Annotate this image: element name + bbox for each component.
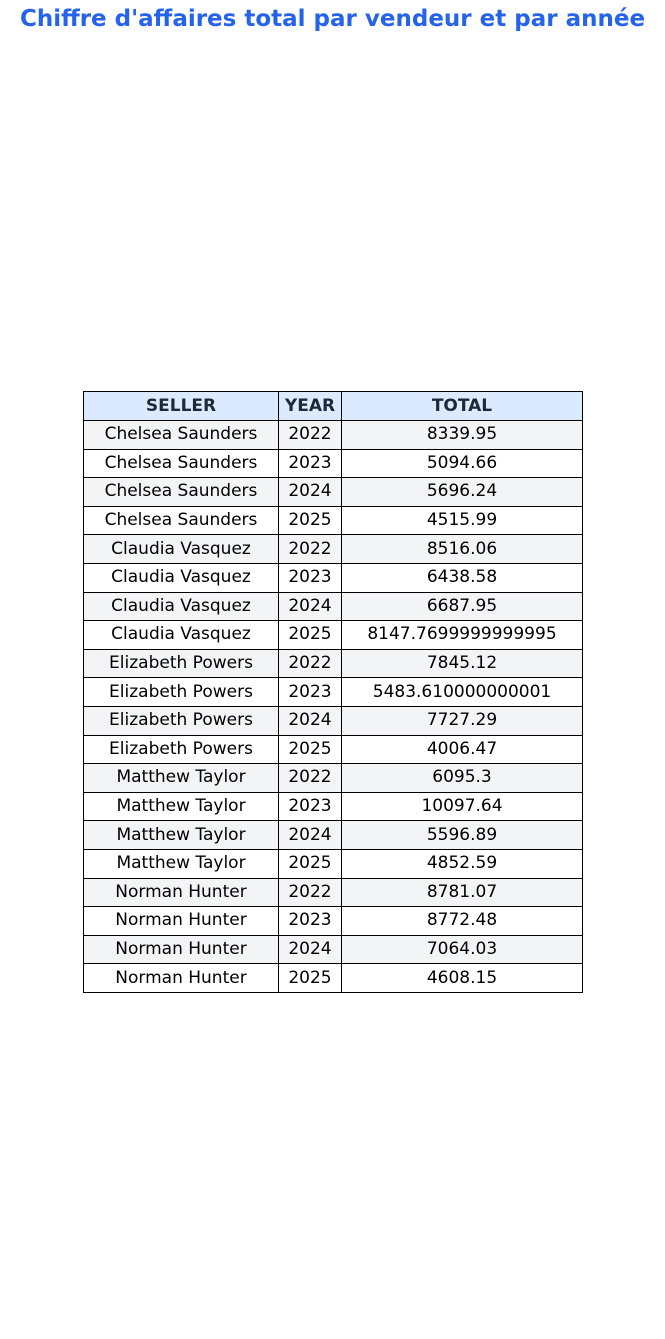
cell-seller: Elizabeth Powers — [83, 677, 279, 707]
table-row: Chelsea Saunders 2023 5094.66 — [83, 448, 583, 479]
table-row: Chelsea Saunders 2025 4515.99 — [83, 505, 583, 536]
cell-seller: Claudia Vasquez — [83, 591, 279, 622]
cell-year: 2022 — [278, 534, 342, 564]
cell-total: 7727.29 — [341, 705, 583, 736]
chart-title: Chiffre d'affaires total par vendeur et … — [19, 6, 646, 32]
table-row: Claudia Vasquez 2025 8147.7699999999995 — [83, 620, 583, 650]
cell-year: 2023 — [278, 906, 342, 936]
data-table: SELLER YEAR TOTAL Chelsea Saunders 2022 83… — [83, 391, 583, 993]
table-row: Elizabeth Powers 2024 7727.29 — [83, 705, 583, 736]
cell-seller: Chelsea Saunders — [83, 420, 279, 450]
table-row: Norman Hunter 2022 8781.07 — [83, 877, 583, 908]
cell-year: 2022 — [278, 648, 342, 679]
cell-total: 8781.07 — [341, 877, 583, 908]
cell-total: 6687.95 — [341, 591, 583, 622]
cell-total: 4515.99 — [341, 505, 583, 536]
cell-total: 6438.58 — [341, 562, 583, 593]
cell-total: 5696.24 — [341, 477, 583, 507]
cell-total: 4006.47 — [341, 734, 583, 765]
table-row: Elizabeth Powers 2022 7845.12 — [83, 648, 583, 679]
cell-year: 2023 — [278, 448, 342, 479]
cell-total: 5483.610000000001 — [341, 677, 583, 707]
column-header-total: TOTAL — [341, 391, 583, 421]
cell-seller: Chelsea Saunders — [83, 448, 279, 479]
cell-total: 4608.15 — [341, 963, 583, 993]
cell-year: 2025 — [278, 963, 342, 993]
cell-seller: Matthew Taylor — [83, 820, 279, 850]
cell-total: 8147.7699999999995 — [341, 620, 583, 650]
cell-seller: Matthew Taylor — [83, 848, 279, 879]
cell-year: 2025 — [278, 620, 342, 650]
cell-year: 2024 — [278, 705, 342, 736]
cell-total: 6095.3 — [341, 763, 583, 793]
table-body: Chelsea Saunders 2022 8339.95 Chelsea Saund… — [83, 420, 583, 993]
cell-seller: Matthew Taylor — [83, 763, 279, 793]
cell-total: 10097.64 — [341, 791, 583, 822]
table-row: Chelsea Saunders 2024 5696.24 — [83, 477, 583, 507]
cell-seller: Norman Hunter — [83, 877, 279, 908]
cell-total: 5596.89 — [341, 820, 583, 850]
table-row: Matthew Taylor 2022 6095.3 — [83, 763, 583, 793]
cell-year: 2024 — [278, 820, 342, 850]
table-row: Claudia Vasquez 2024 6687.95 — [83, 591, 583, 622]
cell-year: 2023 — [278, 677, 342, 707]
cell-seller: Elizabeth Powers — [83, 734, 279, 765]
cell-year: 2023 — [278, 791, 342, 822]
cell-year: 2023 — [278, 562, 342, 593]
cell-seller: Norman Hunter — [83, 934, 279, 965]
cell-total: 7064.03 — [341, 934, 583, 965]
table-row: Elizabeth Powers 2023 5483.610000000001 — [83, 677, 583, 707]
cell-seller: Claudia Vasquez — [83, 620, 279, 650]
cell-year: 2022 — [278, 420, 342, 450]
table-row: Chelsea Saunders 2022 8339.95 — [83, 420, 583, 450]
cell-total: 4852.59 — [341, 848, 583, 879]
table-row: Matthew Taylor 2025 4852.59 — [83, 848, 583, 879]
cell-year: 2025 — [278, 505, 342, 536]
cell-seller: Elizabeth Powers — [83, 705, 279, 736]
cell-seller: Claudia Vasquez — [83, 534, 279, 564]
cell-seller: Elizabeth Powers — [83, 648, 279, 679]
table-row: Elizabeth Powers 2025 4006.47 — [83, 734, 583, 765]
cell-year: 2022 — [278, 877, 342, 908]
table-row: Matthew Taylor 2024 5596.89 — [83, 820, 583, 850]
column-header-seller: SELLER — [83, 391, 279, 421]
cell-seller: Claudia Vasquez — [83, 562, 279, 593]
table-row: Norman Hunter 2023 8772.48 — [83, 906, 583, 936]
cell-total: 7845.12 — [341, 648, 583, 679]
cell-year: 2022 — [278, 763, 342, 793]
cell-year: 2025 — [278, 734, 342, 765]
header-row: SELLER YEAR TOTAL — [83, 391, 583, 421]
table-header: SELLER YEAR TOTAL — [83, 391, 583, 421]
table-row: Norman Hunter 2025 4608.15 — [83, 963, 583, 993]
table-row: Claudia Vasquez 2023 6438.58 — [83, 562, 583, 593]
cell-seller: Norman Hunter — [83, 906, 279, 936]
cell-seller: Chelsea Saunders — [83, 477, 279, 507]
cell-total: 8772.48 — [341, 906, 583, 936]
cell-year: 2024 — [278, 591, 342, 622]
table-row: Matthew Taylor 2023 10097.64 — [83, 791, 583, 822]
data-table-container: SELLER YEAR TOTAL Chelsea Saunders 2022 83… — [83, 391, 583, 993]
cell-total: 5094.66 — [341, 448, 583, 479]
cell-total: 8516.06 — [341, 534, 583, 564]
cell-year: 2024 — [278, 477, 342, 507]
cell-seller: Matthew Taylor — [83, 791, 279, 822]
table-row: Norman Hunter 2024 7064.03 — [83, 934, 583, 965]
cell-total: 8339.95 — [341, 420, 583, 450]
cell-seller: Norman Hunter — [83, 963, 279, 993]
cell-year: 2025 — [278, 848, 342, 879]
cell-year: 2024 — [278, 934, 342, 965]
table-row: Claudia Vasquez 2022 8516.06 — [83, 534, 583, 564]
cell-seller: Chelsea Saunders — [83, 505, 279, 536]
column-header-year: YEAR — [278, 391, 342, 421]
